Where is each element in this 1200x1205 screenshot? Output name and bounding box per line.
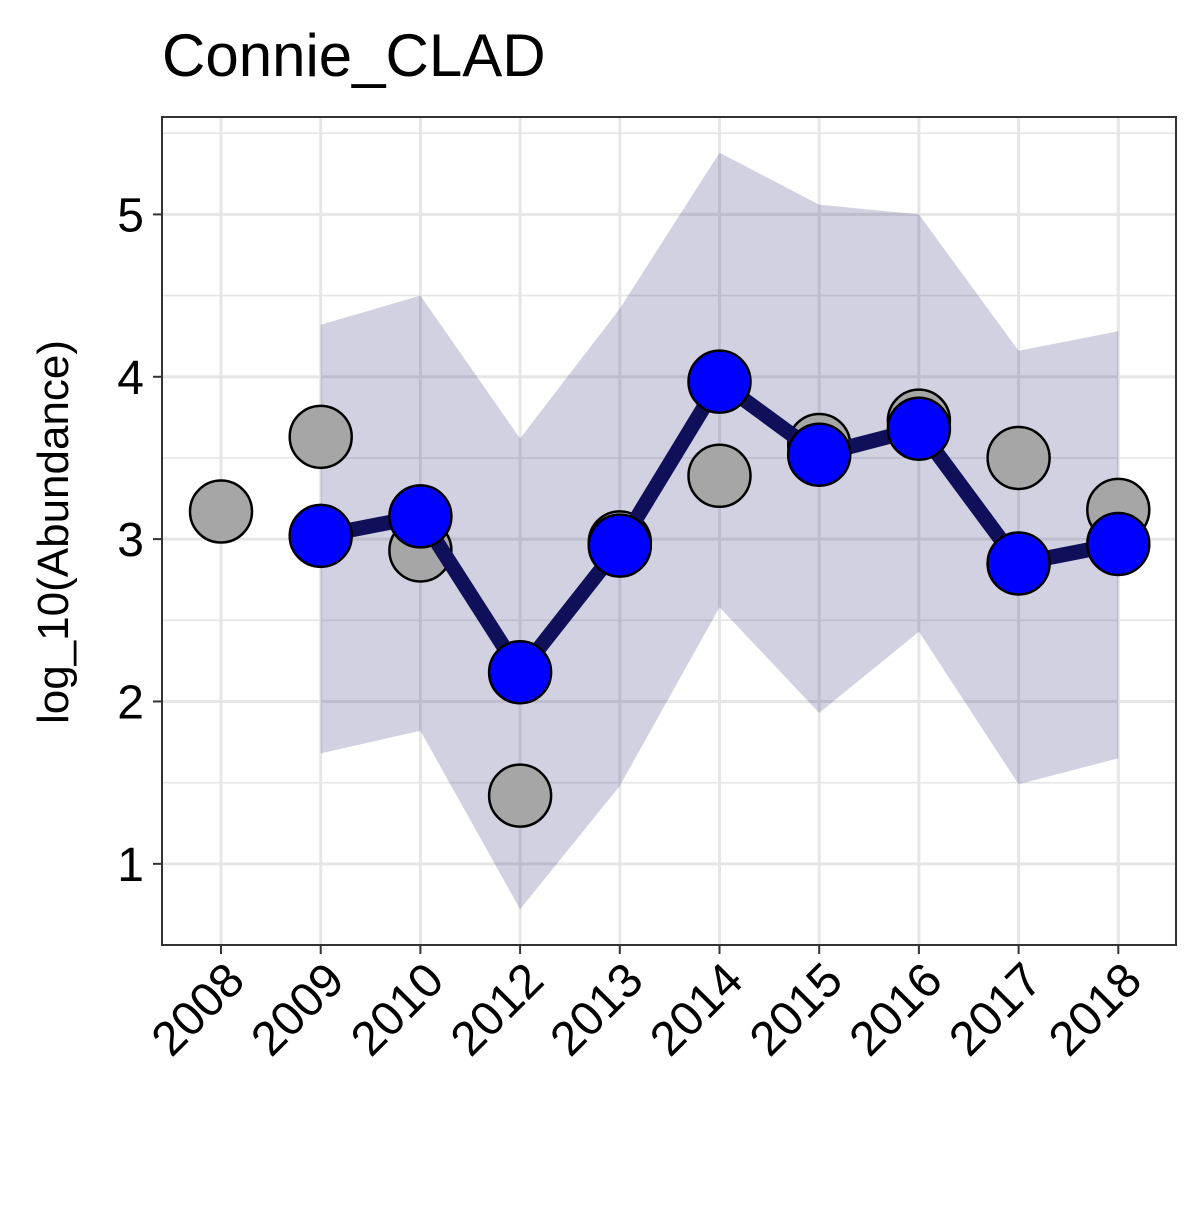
observed-point	[487, 763, 553, 828]
y-tick-label: 1	[117, 839, 144, 892]
x-tick-label: 2014	[640, 953, 753, 1066]
y-tick-label: 3	[117, 514, 144, 567]
observed-point	[188, 479, 254, 544]
y-axis-label: log_10(Abundance)	[29, 340, 78, 724]
x-tick-label: 2009	[241, 953, 354, 1066]
observed-point	[986, 425, 1051, 491]
plot-area: 1234520082009201020122013201420152016201…	[117, 116, 1177, 1066]
fitted-point	[786, 422, 852, 487]
x-tick-label: 2012	[441, 953, 554, 1066]
y-tick-label: 2	[117, 676, 144, 729]
x-tick-label: 2008	[142, 953, 255, 1066]
y-tick-label: 4	[117, 352, 144, 405]
x-tick-label: 2018	[1039, 953, 1152, 1066]
fitted-point	[1086, 511, 1151, 577]
y-tick-label: 5	[117, 189, 144, 242]
panel-border	[161, 116, 1177, 946]
fitted-point	[886, 396, 952, 461]
fitted-point	[388, 484, 453, 549]
fitted-point	[487, 639, 553, 705]
x-tick-label: 2017	[939, 953, 1052, 1066]
observed-point	[288, 404, 353, 470]
confidence-ribbon	[320, 152, 1119, 910]
x-tick-label: 2010	[341, 953, 454, 1066]
x-tick-label: 2013	[541, 953, 654, 1066]
observed-point	[687, 443, 752, 509]
x-tick-label: 2015	[740, 953, 853, 1066]
fitted-point	[687, 349, 752, 414]
fitted-point	[986, 531, 1051, 596]
chart-title: Connie_CLAD	[162, 22, 546, 89]
fitted-point	[587, 513, 653, 578]
x-tick-label: 2016	[840, 953, 953, 1066]
fitted-point	[288, 503, 353, 569]
